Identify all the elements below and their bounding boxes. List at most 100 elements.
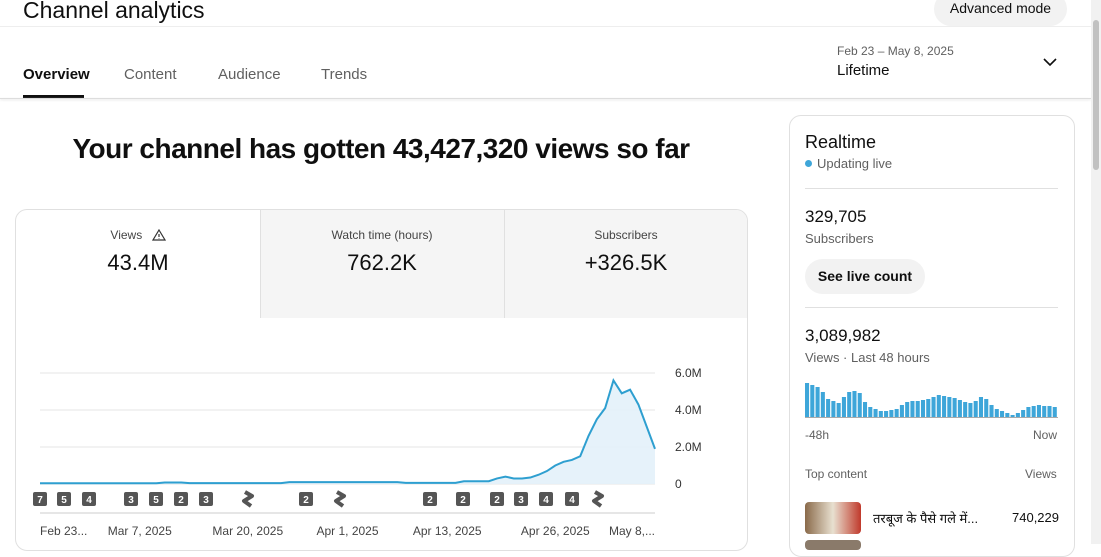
thumbnail[interactable] — [805, 540, 861, 550]
thumbnail[interactable] — [805, 502, 861, 534]
hourly-bar — [968, 403, 973, 417]
hourly-bar — [836, 403, 841, 417]
hourly-bar — [1026, 407, 1031, 417]
divider — [260, 210, 261, 318]
hourly-bar — [862, 402, 868, 417]
hourly-bar — [926, 399, 931, 417]
view-count: 3,089,982 — [805, 326, 881, 345]
hourly-bar — [841, 397, 846, 417]
metric-label-text: Views — [110, 228, 143, 242]
annotation-badge-label: 7 — [37, 495, 43, 506]
annotation-badge-label: 3 — [128, 495, 134, 506]
metric-value: 762.2K — [347, 250, 417, 275]
tab[interactable]: Trends — [321, 66, 368, 83]
content-views: 740,229 — [1012, 510, 1059, 525]
line — [40, 378, 656, 485]
x-tick-label: Feb 23... — [40, 524, 87, 538]
annotation-badge — [514, 492, 528, 506]
hourly-bar — [852, 391, 857, 417]
hourly-bar — [963, 402, 968, 417]
x-tick-label: May 8,... — [609, 524, 655, 538]
warning-icon — [151, 228, 166, 241]
y-tick-label: 0 — [675, 477, 682, 491]
hourly-bar — [878, 411, 883, 417]
axis-end: Now — [1033, 428, 1058, 442]
annotation-badge — [149, 492, 163, 506]
hourly-bar — [952, 398, 957, 417]
hourly-bar — [978, 397, 984, 417]
views-column: Views — [1025, 467, 1057, 481]
metric-label[interactable]: Subscribers — [594, 228, 658, 242]
scrollbar[interactable] — [1091, 0, 1101, 544]
divider — [805, 307, 1058, 308]
annotation-badge — [565, 492, 579, 506]
x-tick-label: Mar 20, 2025 — [212, 524, 283, 538]
x-tick-label: Mar 7, 2025 — [108, 524, 172, 538]
header-border — [0, 98, 1091, 99]
hourly-bar — [831, 401, 836, 417]
hourly-bar — [889, 410, 894, 417]
annotation-badge-label: 2 — [460, 495, 466, 506]
shorts-icon — [592, 490, 604, 508]
metric-label[interactable]: Watch time (hours) — [331, 228, 433, 242]
annotation-badge-label: 3 — [518, 495, 524, 506]
annotation-badge — [174, 492, 188, 506]
annotation-badge-label: 4 — [86, 495, 92, 506]
annotation-badge-label: 4 — [569, 495, 575, 506]
hourly-bar — [984, 399, 989, 417]
hourly-bar — [994, 409, 999, 417]
subscriber-label: Subscribers — [805, 231, 874, 246]
y-tick-label: 2.0M — [675, 440, 702, 454]
chevron[interactable] — [1043, 57, 1057, 67]
annotation-badge — [199, 492, 213, 506]
hourly-bar — [815, 387, 820, 417]
y-tick-label: 6.0M — [675, 366, 702, 380]
hourly-bar — [1005, 413, 1010, 417]
tab[interactable]: Content — [124, 66, 177, 83]
hourly-bar — [942, 396, 947, 417]
hourly-bar — [915, 401, 920, 417]
axis-start: -48h — [805, 428, 830, 442]
annotation-badge — [299, 492, 313, 506]
x-tick-label: Apr 26, 2025 — [521, 524, 590, 538]
shorts-icon — [334, 490, 346, 508]
metric-value: 43.4M — [107, 250, 169, 275]
hourly-bar — [931, 397, 936, 417]
hourly-bar — [957, 400, 962, 417]
button-label: See live count — [817, 268, 913, 284]
advanced-mode-button[interactable]: Advanced mode — [934, 0, 1067, 26]
annotation-badge — [33, 492, 47, 506]
top-bar — [0, 0, 1091, 27]
hourly-bar — [1000, 411, 1005, 417]
metrics-card: Views 43.4M Watch time (hours) 762.2K Su… — [15, 209, 748, 551]
annotation-badge-label: 2 — [303, 495, 309, 506]
see-live-count-button[interactable]: See live count — [805, 259, 925, 294]
hourly-bar — [805, 383, 810, 417]
tab[interactable]: Overview — [23, 66, 90, 83]
view-label: Views · Last 48 hours — [805, 350, 930, 365]
scroll-thumb[interactable] — [1093, 20, 1099, 170]
headline: Your channel has gotten 43,427,320 views… — [72, 133, 690, 164]
annotation-badge-label: 2 — [427, 495, 433, 506]
x-tick-label: Apr 13, 2025 — [413, 524, 482, 538]
hourly-bar — [1015, 413, 1020, 417]
metric-label[interactable]: Views — [16, 228, 260, 242]
annotation-badge — [456, 492, 470, 506]
hourly-bar — [820, 392, 825, 417]
hourly-bar — [936, 395, 941, 417]
page-title: Channel analytics — [23, 0, 205, 23]
tab-underline — [23, 95, 84, 98]
annotation-badge — [539, 492, 553, 506]
content-title[interactable]: तरबूज के पैसे गले में... — [873, 511, 979, 526]
annotation-badge — [124, 492, 138, 506]
hourly-bar — [857, 393, 862, 417]
period[interactable]: Lifetime — [837, 62, 890, 79]
views-chart: 0 2.0M 4.0M 6.0M Feb 23... Mar 7, 2025 Mar 20,… — [33, 366, 702, 538]
annotation-badge-label: 5 — [61, 495, 67, 506]
tab[interactable]: Audience — [218, 66, 281, 83]
hourly-bar — [873, 409, 878, 417]
hourly-bar — [899, 405, 904, 417]
hourly-bar — [847, 392, 852, 417]
annotation-badge-label: 4 — [543, 495, 549, 506]
